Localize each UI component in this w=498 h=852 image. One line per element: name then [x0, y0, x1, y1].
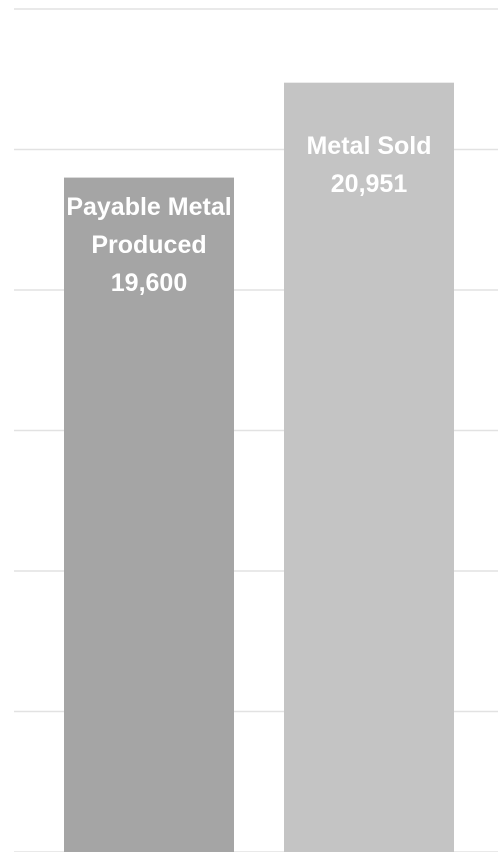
bar-category-label: Payable Metal Produced — [66, 192, 232, 259]
bar — [64, 177, 234, 852]
bar-value-label: 20,951 — [330, 169, 408, 198]
bar-category-label: Metal Sold — [306, 131, 432, 160]
bar-value-label: 19,600 — [110, 268, 188, 297]
bar — [284, 82, 454, 852]
